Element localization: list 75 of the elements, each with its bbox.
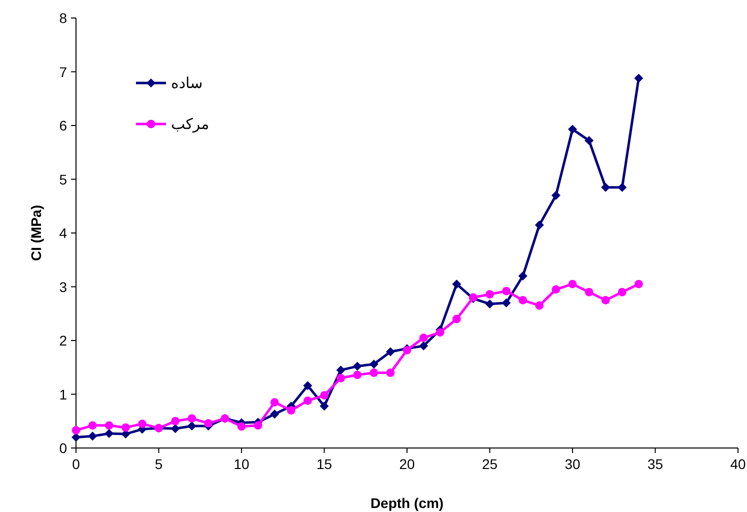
point (419, 341, 428, 350)
point (88, 432, 98, 441)
point (618, 182, 627, 192)
point (601, 296, 610, 304)
x-tick-label: 0 (72, 456, 80, 472)
point (204, 419, 213, 428)
point (452, 280, 462, 289)
point (171, 416, 180, 426)
point (320, 402, 329, 411)
point (634, 74, 644, 83)
point (535, 301, 544, 310)
y-tick-label: 4 (59, 225, 68, 241)
point (188, 414, 196, 423)
x-tick-label: 30 (564, 456, 580, 472)
y-tick-label: 5 (59, 171, 68, 188)
point (386, 347, 395, 356)
point (584, 136, 594, 146)
y-tick-label: 1 (59, 386, 68, 402)
x-tick-label: 20 (399, 456, 415, 472)
point (270, 398, 279, 407)
point (121, 423, 130, 432)
y-tick-label: 6 (59, 118, 68, 134)
legend-label: مرکب (171, 115, 210, 133)
point (138, 420, 146, 428)
point (568, 124, 577, 134)
point (419, 334, 428, 342)
point (601, 182, 610, 192)
point (518, 296, 528, 304)
y-tick-label: 3 (59, 278, 68, 295)
x-tick-label: 40 (730, 456, 746, 472)
point (72, 426, 80, 434)
point (584, 288, 594, 296)
y-tick-label: 8 (59, 10, 68, 26)
y-tick-label: 7 (59, 64, 68, 80)
point (303, 381, 312, 390)
x-tick-label: 15 (316, 456, 332, 472)
y-tick-label: 2 (59, 332, 68, 348)
point (634, 280, 643, 288)
y-tick-label: 0 (59, 440, 68, 456)
point (551, 190, 560, 200)
point (254, 421, 262, 430)
x-tick-label: 10 (234, 456, 250, 472)
point (336, 366, 346, 375)
point (369, 360, 378, 369)
legend-label: ساده (171, 74, 203, 92)
point (486, 290, 494, 298)
point (502, 298, 511, 308)
point (352, 362, 362, 371)
x-tick-label: 35 (647, 456, 664, 472)
point (485, 299, 494, 308)
point (518, 272, 528, 280)
point (304, 396, 312, 405)
point (436, 328, 444, 337)
point (370, 368, 378, 377)
x-tick-label: 25 (482, 456, 498, 472)
x-tick-label: 5 (154, 456, 163, 472)
point (552, 285, 560, 294)
y-axis-title: CI (MPa) (28, 205, 44, 261)
point (534, 220, 544, 230)
point (237, 422, 246, 431)
x-axis-title: Depth (cm) (370, 495, 444, 511)
point (568, 280, 577, 288)
point (386, 368, 395, 377)
point (452, 314, 461, 324)
point (88, 421, 97, 430)
point (187, 421, 196, 430)
point (353, 370, 362, 380)
point (170, 424, 180, 434)
point (270, 410, 280, 419)
point (336, 374, 345, 382)
point (618, 288, 626, 296)
point (286, 406, 296, 415)
point (502, 286, 510, 296)
point (104, 421, 114, 430)
point (320, 391, 328, 400)
